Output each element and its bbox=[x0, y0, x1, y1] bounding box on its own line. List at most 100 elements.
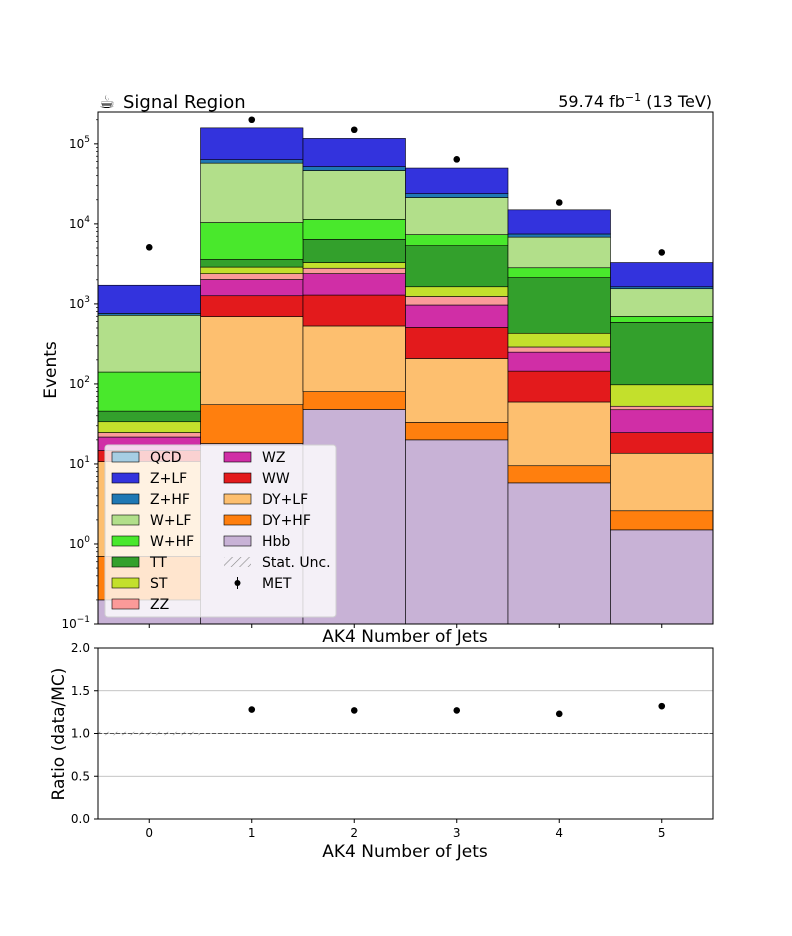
bar-w-lf-bin-2 bbox=[302, 170, 406, 220]
bar-w-hf-bin-4 bbox=[507, 267, 611, 278]
legend-label-tt: TT bbox=[149, 555, 167, 571]
bar-st-bin-0 bbox=[97, 421, 201, 433]
bar-z-lf-bin-1 bbox=[200, 127, 304, 160]
bar-dy-hf-bin-3 bbox=[405, 422, 509, 441]
bar-zz-bin-5 bbox=[610, 405, 714, 411]
main-y-tick-label: 10−1 bbox=[61, 615, 90, 631]
bar-tt-bin-2 bbox=[302, 239, 406, 263]
legend-marker-met bbox=[234, 580, 241, 586]
bar-w-hf-bin-3 bbox=[405, 234, 509, 246]
ratio-unc-band bbox=[405, 733, 713, 734]
bar-ww-bin-3 bbox=[405, 327, 509, 359]
main-plot-frame bbox=[97, 111, 714, 625]
bar-wz-bin-5 bbox=[610, 409, 714, 433]
legend-label-qcd: QCD bbox=[150, 450, 182, 466]
ratio-point-bin-5 bbox=[658, 702, 666, 710]
legend-label-ww: WW bbox=[262, 471, 290, 487]
bar-z-hf-bin-3 bbox=[405, 193, 509, 198]
coffee-cup-icon: ☕ bbox=[99, 92, 115, 113]
plot-title: Signal Region bbox=[123, 92, 246, 113]
bar-wz-bin-4 bbox=[507, 351, 611, 372]
ratio-x-tick-label: 2 bbox=[350, 826, 358, 840]
bar-z-lf-bin-5 bbox=[610, 262, 714, 288]
bar-tt-bin-3 bbox=[405, 245, 509, 288]
ratio-x-tick-label: 1 bbox=[248, 826, 256, 840]
ratio-data-points bbox=[248, 702, 666, 718]
legend-box bbox=[104, 444, 337, 618]
ratio-x-tick-label: 5 bbox=[658, 826, 666, 840]
bar-dy-lf-bin-2 bbox=[302, 325, 406, 392]
legend-swatch-wz bbox=[223, 451, 252, 463]
legend-label-met: MET bbox=[262, 576, 292, 592]
legend-swatch-zz bbox=[111, 598, 140, 610]
legend-label-z-lf: Z+LF bbox=[150, 471, 187, 487]
bar-wz-bin-3 bbox=[405, 304, 509, 328]
bar-w-lf-bin-1 bbox=[200, 162, 304, 223]
bar-zz-bin-4 bbox=[507, 346, 611, 353]
bar-zz-bin-0 bbox=[97, 432, 201, 438]
main-y-axis-label: Events bbox=[41, 341, 61, 399]
bar-st-bin-4 bbox=[507, 332, 611, 348]
ratio-point-bin-3 bbox=[453, 707, 461, 714]
bar-z-hf-bin-4 bbox=[507, 233, 611, 238]
bar-z-hf-bin-1 bbox=[200, 159, 304, 164]
bar-w-hf-bin-1 bbox=[200, 222, 304, 260]
ratio-plot-frame bbox=[97, 647, 714, 820]
main-y-tick-label: 105 bbox=[69, 135, 90, 151]
bar-wz-bin-2 bbox=[302, 273, 406, 296]
met-point-bin-0 bbox=[145, 243, 153, 251]
bar-tt-bin-5 bbox=[610, 322, 714, 386]
legend-swatch-dy-hf bbox=[223, 514, 252, 526]
bar-dy-lf-bin-4 bbox=[507, 401, 611, 467]
main-y-tick-label: 100 bbox=[69, 535, 90, 551]
legend-label-hbb: Hbb bbox=[262, 534, 290, 550]
ratio-y-axis-ticks: 0.0 0.5 1.0 1.5 2.0 bbox=[71, 641, 98, 826]
legend-label-dy-hf: DY+HF bbox=[262, 513, 311, 529]
bar-hbb-bin-4 bbox=[507, 482, 611, 625]
ratio-y-tick-label: 1.0 bbox=[71, 727, 90, 741]
met-point-bin-4 bbox=[555, 199, 563, 206]
legend-swatch-z-lf bbox=[111, 472, 140, 484]
bar-zz-bin-3 bbox=[405, 296, 509, 306]
ratio-y-tick-label: 2.0 bbox=[71, 641, 90, 655]
bar-w-hf-bin-5 bbox=[610, 316, 714, 323]
ratio-point-bin-4 bbox=[555, 710, 563, 718]
bar-st-bin-2 bbox=[302, 262, 406, 269]
bar-dy-lf-bin-1 bbox=[200, 316, 304, 406]
met-point-bin-3 bbox=[453, 156, 461, 163]
bar-tt-bin-4 bbox=[507, 277, 611, 334]
legend-swatch-qcd bbox=[111, 451, 140, 463]
bar-dy-hf-bin-5 bbox=[610, 510, 714, 531]
bar-tt-bin-1 bbox=[200, 259, 304, 268]
lumi-suffix: (13 TeV) bbox=[641, 92, 712, 111]
legend: QCD Z+LF Z+HF W+LF W+HF TT ST ZZ WZ WW DY+LF DY+HF H… bbox=[104, 444, 337, 618]
bar-w-lf-bin-0 bbox=[97, 314, 201, 373]
ratio-point-bin-2 bbox=[350, 707, 358, 714]
main-x-axis-ticks bbox=[148, 624, 663, 628]
ratio-point-bin-1 bbox=[248, 706, 256, 713]
bar-w-hf-bin-2 bbox=[302, 219, 406, 240]
bar-wz-bin-1 bbox=[200, 279, 304, 297]
legend-label-st: ST bbox=[150, 576, 168, 592]
main-y-tick-label: 101 bbox=[69, 455, 90, 471]
bar-hbb-bin-3 bbox=[405, 439, 509, 625]
ratio-y-tick-label: 0.5 bbox=[71, 769, 90, 783]
ratio-x-tick-label: 4 bbox=[555, 826, 563, 840]
ratio-y-tick-label: 0.0 bbox=[71, 812, 90, 826]
bar-zz-bin-1 bbox=[200, 273, 304, 280]
bar-st-bin-1 bbox=[200, 266, 304, 274]
ratio-x-axis-label: AK4 Number of Jets bbox=[322, 842, 488, 862]
bar-dy-hf-bin-1 bbox=[200, 404, 304, 444]
main-y-tick-label: 104 bbox=[69, 215, 90, 231]
met-point-bin-5 bbox=[658, 249, 666, 256]
legend-swatch-hbb bbox=[223, 535, 252, 547]
bar-z-hf-bin-2 bbox=[302, 166, 406, 171]
bar-dy-lf-bin-5 bbox=[610, 452, 714, 512]
bar-tt-bin-0 bbox=[97, 410, 201, 423]
ratio-x-tick-label: 3 bbox=[453, 826, 461, 840]
bar-zz-bin-2 bbox=[302, 267, 406, 274]
legend-label-stat-unc-: Stat. Unc. bbox=[262, 555, 331, 571]
bar-ww-bin-2 bbox=[302, 294, 406, 327]
bar-ww-bin-5 bbox=[610, 432, 714, 454]
bar-ww-bin-4 bbox=[507, 370, 611, 403]
